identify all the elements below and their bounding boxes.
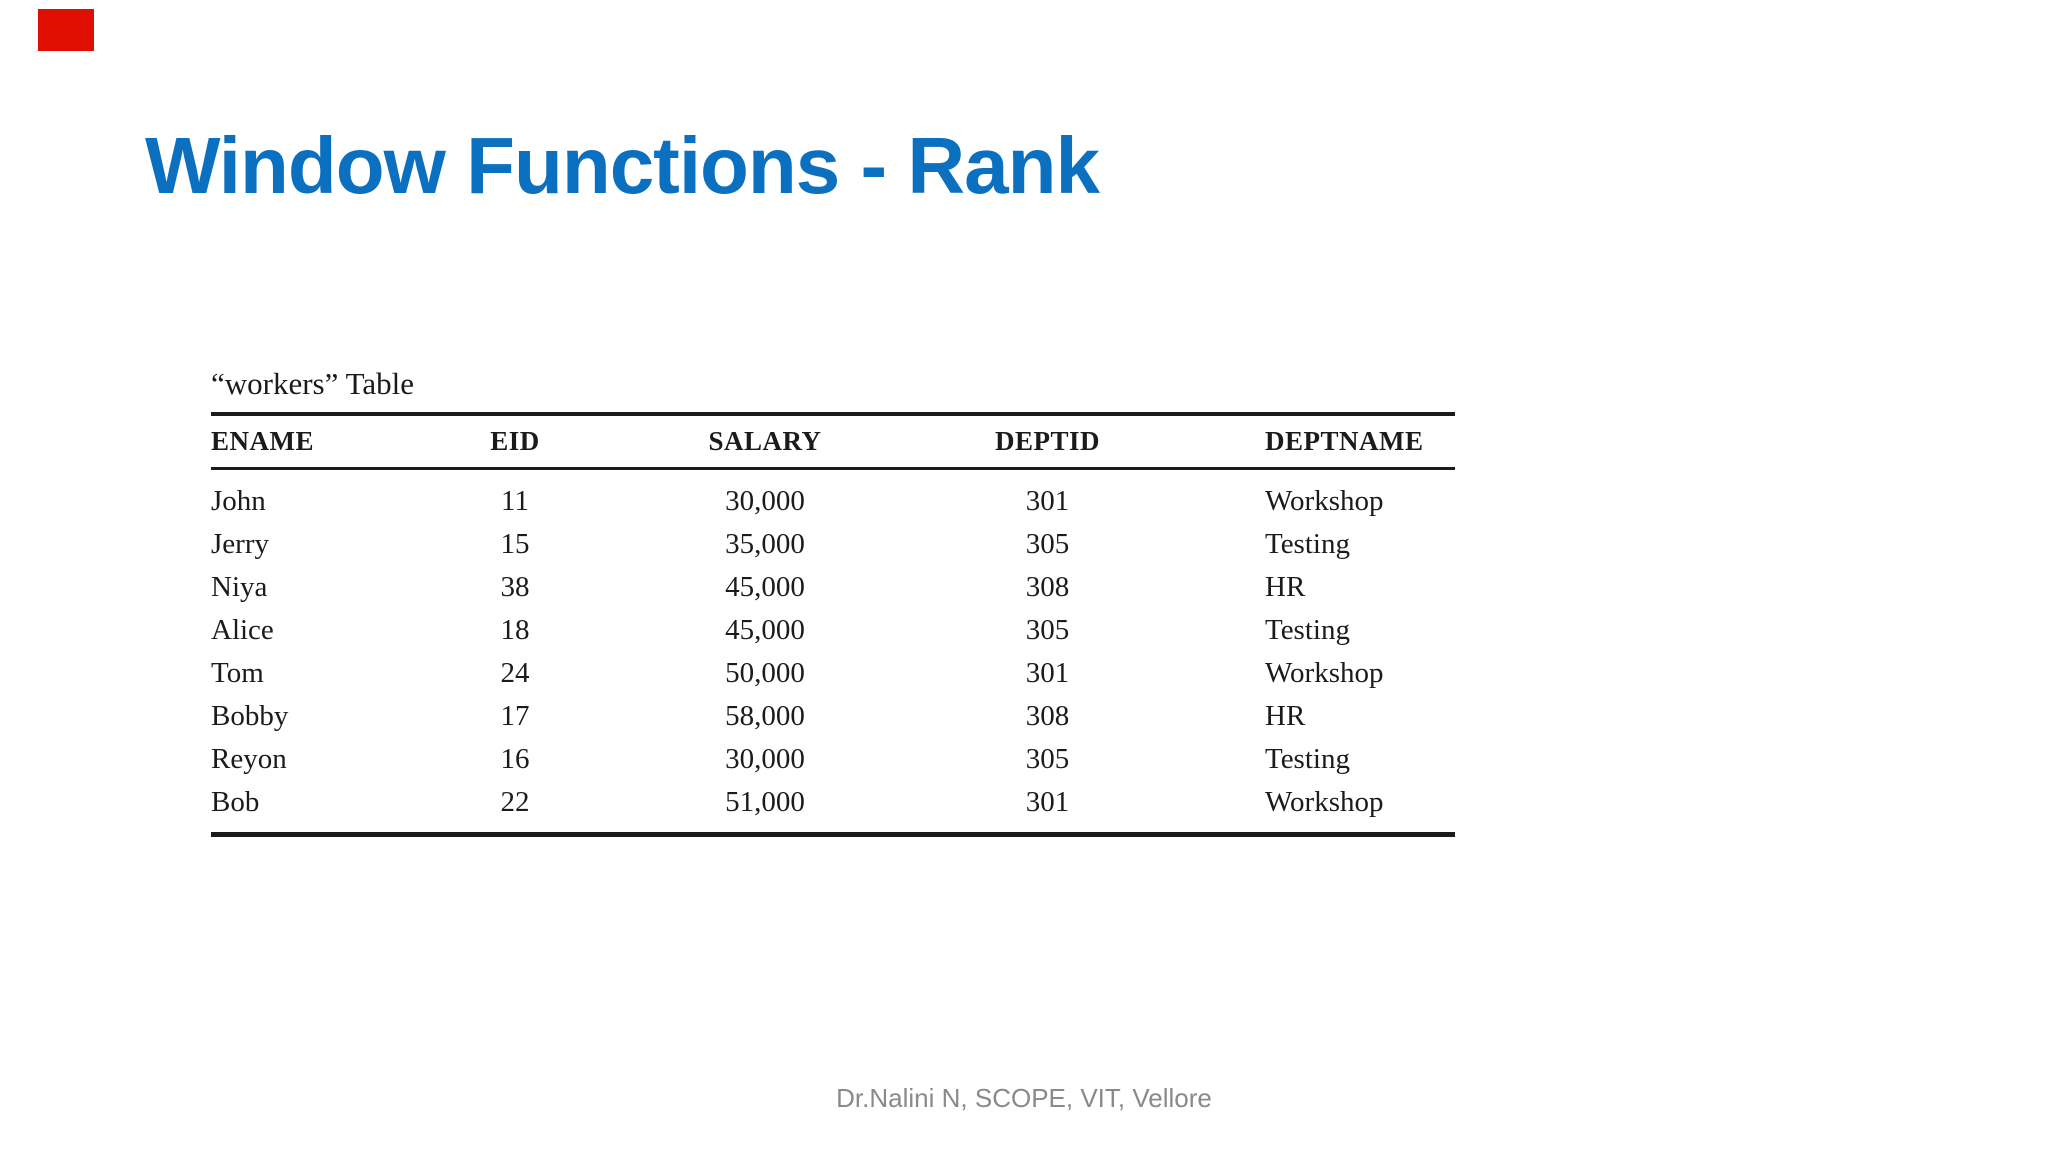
table-cell: 305 (1025, 743, 1070, 775)
page-title: Window Functions - Rank (145, 121, 1100, 210)
table-row: Bobby 17 58,000 308 HR (211, 695, 1455, 738)
table-cell: Workshop (1265, 786, 1384, 818)
table-cell: 17 (500, 700, 530, 732)
table-cell: John (211, 485, 266, 517)
slide-footer-credit: Dr.Nalini N, SCOPE, VIT, Vellore (836, 1083, 1212, 1113)
table-row: Alice 18 45,000 305 Testing (211, 609, 1455, 652)
table-cell: Workshop (1265, 657, 1384, 689)
table-cell: 18 (500, 614, 530, 646)
table-cell: 11 (501, 485, 529, 517)
table-cell: 16 (500, 743, 530, 775)
column-header-salary: SALARY (610, 414, 920, 470)
table-cell: Alice (211, 614, 274, 646)
table-cell: 50,000 (725, 657, 805, 689)
table-cell: 58,000 (725, 700, 805, 732)
table-cell: 301 (1025, 657, 1070, 689)
table-cell: Testing (1265, 743, 1350, 775)
red-accent-bar (38, 9, 94, 51)
table-cell: 305 (1025, 528, 1070, 560)
table-row: Niya 38 45,000 308 HR (211, 566, 1455, 609)
table-cell: HR (1265, 700, 1306, 732)
column-header-deptname: DEPTNAME (1175, 414, 1455, 470)
table-cell: 30,000 (725, 485, 805, 517)
table-cell: 301 (1025, 786, 1070, 818)
table-cell: Niya (211, 571, 268, 603)
table-cell: 51,000 (725, 786, 805, 818)
table-cell: 15 (500, 528, 530, 560)
table-cell: Testing (1265, 528, 1350, 560)
table-cell: Jerry (211, 528, 269, 560)
table-cell: 24 (500, 657, 530, 689)
table-row: Jerry 15 35,000 305 Testing (211, 523, 1455, 566)
table-cell: Reyon (211, 743, 287, 775)
column-header-deptid: DEPTID (920, 414, 1175, 470)
table-cell: 35,000 (725, 528, 805, 560)
table-cell: Bobby (211, 700, 289, 732)
table-cell: Tom (211, 657, 264, 689)
table-row: Bob 22 51,000 301 Workshop (211, 781, 1455, 835)
table-cell: Workshop (1265, 485, 1384, 517)
column-header-eid: EID (420, 414, 610, 470)
table-cell: 45,000 (725, 571, 805, 603)
table-cell: Bob (211, 786, 260, 818)
column-header-ename: ENAME (211, 414, 420, 470)
table-cell: 22 (500, 786, 530, 818)
table-cell: 38 (500, 571, 530, 603)
table-cell: 308 (1025, 700, 1070, 732)
table-row: Tom 24 50,000 301 Workshop (211, 652, 1455, 695)
table-header-row: ENAME EID SALARY DEPTID DEPTNAME (211, 414, 1455, 470)
workers-table: ENAME EID SALARY DEPTID DEPTNAME John 11… (211, 412, 1455, 837)
table-cell: Testing (1265, 614, 1350, 646)
table-cell: 305 (1025, 614, 1070, 646)
table-row: Reyon 16 30,000 305 Testing (211, 738, 1455, 781)
table-cell: 45,000 (725, 614, 805, 646)
table-cell: 301 (1025, 485, 1070, 517)
table-cell: 30,000 (725, 743, 805, 775)
table-cell: 308 (1025, 571, 1070, 603)
workers-table-caption: “workers” Table (211, 366, 414, 401)
table-row: John 11 30,000 301 Workshop (211, 469, 1455, 524)
table-cell: HR (1265, 571, 1306, 603)
